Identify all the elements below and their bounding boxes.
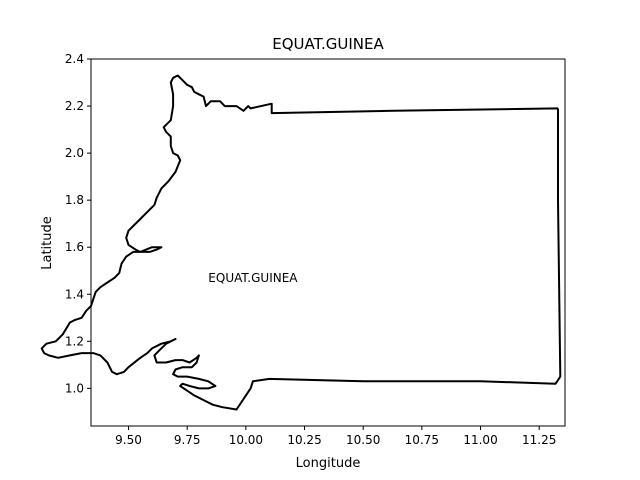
- y-tick-label: 1.8: [65, 193, 84, 207]
- y-tick-label: 2.0: [65, 146, 84, 160]
- x-tick-label: 11.00: [463, 433, 497, 447]
- y-tick-label: 2.4: [65, 52, 84, 66]
- y-axis-label: Latitude: [40, 216, 55, 270]
- y-tick-label: 1.6: [65, 240, 84, 254]
- x-tick-label: 9.50: [115, 433, 142, 447]
- y-axis: 1.0 1.2 1.4 1.6 1.8 2.0 2.2 2.4: [65, 52, 91, 395]
- x-axis-label: Longitude: [296, 456, 361, 471]
- map-title: EQUAT.GUINEA: [272, 35, 384, 53]
- y-tick-label: 2.2: [65, 99, 84, 113]
- x-tick-label: 10.50: [346, 433, 380, 447]
- region-label: EQUAT.GUINEA: [208, 271, 298, 285]
- x-tick-label: 9.75: [174, 433, 201, 447]
- x-tick-label: 11.25: [522, 433, 556, 447]
- x-tick-label: 10.75: [405, 433, 439, 447]
- plot-area: EQUAT.GUINEA: [40, 74, 562, 411]
- plot-frame: [90, 58, 566, 427]
- y-tick-label: 1.0: [65, 381, 84, 395]
- x-axis: 9.50 9.75 10.00 10.25 10.50 10.75 11.00 11.25: [115, 426, 556, 447]
- y-tick-label: 1.2: [65, 334, 84, 348]
- x-tick-label: 10.00: [229, 433, 263, 447]
- country-border: [40, 74, 562, 411]
- x-tick-label: 10.25: [287, 433, 321, 447]
- y-tick-label: 1.4: [65, 287, 84, 301]
